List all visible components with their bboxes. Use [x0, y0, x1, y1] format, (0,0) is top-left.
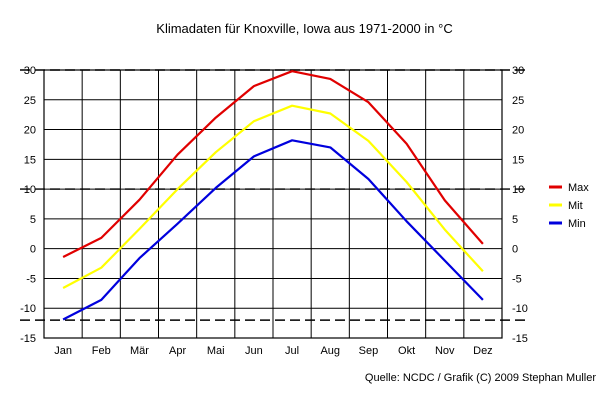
- legend-label-mit: Mit: [568, 200, 583, 212]
- y-tick-label-right: 0: [512, 244, 518, 256]
- y-tick-label-right: -5: [512, 273, 522, 285]
- x-tick-label: Sep: [359, 345, 379, 357]
- y-axis-left-labels: -15 -10 -5 0 5 10 15 20 25 30: [20, 65, 36, 345]
- y-tick-label-right: -10: [512, 303, 528, 315]
- y-tick-label-left: 30: [24, 65, 36, 77]
- y-tick-label-right: 25: [512, 95, 524, 107]
- y-tick-label-left: 0: [30, 244, 36, 256]
- x-tick-label: Nov: [435, 345, 455, 357]
- x-tick-label: Jun: [245, 345, 263, 357]
- y-tick-label-right: 15: [512, 154, 524, 166]
- y-tick-label-left: 20: [24, 125, 36, 137]
- x-tick-label: Aug: [320, 345, 340, 357]
- x-tick-label: Mär: [130, 345, 149, 357]
- y-tick-label-left: -15: [20, 333, 36, 345]
- chart-title: Klimadaten für Knoxville, Iowa aus 1971-…: [156, 21, 453, 36]
- x-tick-label: Jan: [54, 345, 72, 357]
- x-tick-label: Okt: [398, 345, 415, 357]
- legend: Max Mit Min: [549, 182, 589, 230]
- series-lines: [62, 70, 484, 321]
- y-tick-label-left: -5: [26, 273, 36, 285]
- x-tick-label: Jul: [285, 345, 299, 357]
- series-line-min: [62, 139, 484, 321]
- x-tick-label: Dez: [473, 345, 493, 357]
- legend-label-min: Min: [568, 218, 586, 230]
- series-line-max: [62, 70, 484, 258]
- x-axis-labels: Jan Feb Mär Apr Mai Jun Jul Aug Sep Okt Nov Dez: [54, 345, 492, 357]
- x-tick-label: Apr: [169, 345, 186, 357]
- y-tick-label-left: 15: [24, 154, 36, 166]
- y-tick-label-left: 10: [24, 184, 36, 196]
- y-tick-label-right: 10: [512, 184, 524, 196]
- x-tick-label: Mai: [207, 345, 225, 357]
- y-tick-label-left: 5: [30, 214, 36, 226]
- y-tick-label-right: 30: [512, 65, 524, 77]
- legend-label-max: Max: [568, 182, 589, 194]
- y-tick-label-left: 25: [24, 95, 36, 107]
- source-credit: Quelle: NCDC / Grafik (C) 2009 Stephan M…: [364, 372, 596, 384]
- y-tick-label-right: 5: [512, 214, 518, 226]
- series-line-mit: [62, 104, 484, 289]
- plot-border: [43, 69, 503, 339]
- y-axis-right-labels: -15 -10 -5 0 5 10 15 20 25 30: [512, 65, 528, 345]
- x-tick-label: Feb: [92, 345, 111, 357]
- grid-lines: [44, 69, 502, 339]
- y-tick-label-left: -10: [20, 303, 36, 315]
- y-tick-label-right: -15: [512, 333, 528, 345]
- y-tick-label-right: 20: [512, 125, 524, 137]
- plot-frame: [43, 69, 503, 339]
